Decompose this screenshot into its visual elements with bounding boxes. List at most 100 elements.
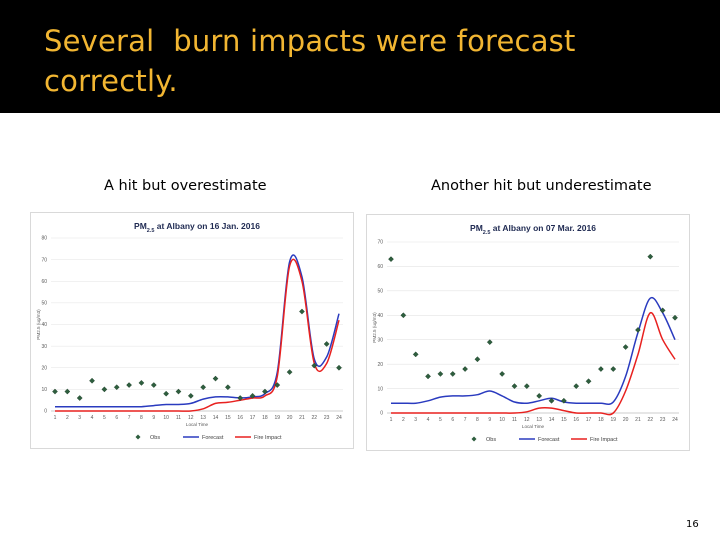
- x-tick-label: 9: [488, 417, 491, 423]
- obs-point: [425, 373, 431, 380]
- chart-svg-left: PM2.5 at Albany on 16 Jan. 2016 0 10 20 30 40…: [36, 221, 343, 441]
- y-tick-label: 50: [41, 301, 47, 307]
- obs-point: [76, 395, 83, 401]
- obs-point: [200, 384, 207, 391]
- y-tick-label: 0: [380, 411, 383, 417]
- y-tick-label: 30: [377, 337, 383, 343]
- x-tick-label: 24: [336, 415, 342, 421]
- slide-title-line-1: Several burn impacts were forecast: [44, 24, 576, 58]
- legend-label: Forecast: [202, 435, 224, 441]
- obs-point: [536, 393, 543, 399]
- obs-point: [113, 384, 120, 391]
- x-tick-label: 20: [623, 417, 629, 423]
- obs-point: [89, 377, 95, 384]
- x-tick-label: 4: [427, 417, 430, 423]
- x-tick-label: 16: [573, 417, 579, 423]
- obs-point: [523, 383, 530, 390]
- obs-point: [323, 341, 330, 347]
- obs-point: [659, 307, 666, 314]
- x-tick-label: 13: [200, 415, 206, 421]
- slide-title: Several burn impacts were forecast corre…: [44, 21, 576, 101]
- obs-point: [560, 397, 567, 404]
- obs-point: [672, 314, 678, 321]
- x-tick-label: 20: [287, 415, 293, 421]
- obs-point: [400, 312, 407, 319]
- obs-point: [585, 378, 592, 385]
- x-tick-label: 13: [536, 417, 542, 423]
- x-axis-label: Local Time: [186, 422, 209, 427]
- legend-label: Fire Impact: [590, 437, 618, 443]
- x-tick-label: 11: [512, 417, 517, 423]
- legend-label: Fire Impact: [254, 435, 282, 441]
- obs-point: [126, 382, 132, 388]
- obs-point: [262, 388, 268, 395]
- x-tick-label: 22: [312, 415, 318, 421]
- fire-impact-line: [54, 258, 340, 412]
- obs-point: [163, 390, 170, 397]
- obs-point: [138, 380, 145, 386]
- x-tick-label: 11: [176, 415, 181, 421]
- x-tick-label: 18: [262, 415, 268, 421]
- x-tick-label: 19: [274, 415, 280, 421]
- forecast-line: [55, 254, 340, 408]
- x-tick-label: 23: [660, 417, 666, 423]
- y-tick-label: 70: [377, 240, 383, 246]
- y-tick-label: 40: [377, 313, 383, 319]
- x-tick-label: 6: [115, 415, 118, 421]
- obs-point: [499, 371, 506, 377]
- y-tick-label: 30: [41, 344, 47, 350]
- obs-point: [511, 383, 518, 390]
- y-tick-label: 10: [377, 386, 383, 392]
- y-tick-label: 20: [41, 365, 47, 371]
- x-tick-label: 3: [78, 415, 81, 421]
- fire-impact-line: [390, 312, 676, 416]
- page-number: 16: [686, 519, 699, 530]
- obs-point: [647, 253, 654, 260]
- y-tick-label: 60: [377, 264, 383, 270]
- x-tick-label: 3: [414, 417, 417, 423]
- y-tick-label: 60: [41, 279, 47, 285]
- slide-title-line-2: correctly.: [44, 64, 178, 98]
- x-tick-label: 4: [91, 415, 94, 421]
- x-tick-label: 24: [672, 417, 678, 423]
- legend-obs-marker: [471, 436, 477, 442]
- x-tick-label: 21: [635, 417, 641, 423]
- obs-point: [237, 395, 244, 401]
- chart-title: PM2.5 at Albany on 16 Jan. 2016: [134, 221, 260, 234]
- caption-right: Another hit but underestimate: [431, 178, 652, 194]
- y-tick-label: 10: [41, 387, 47, 393]
- legend-label: Forecast: [538, 437, 560, 443]
- y-tick-label: 0: [44, 409, 47, 415]
- title-bar: Several burn impacts were forecast corre…: [0, 0, 720, 113]
- obs-point: [286, 369, 293, 375]
- legend-label: Obs: [150, 435, 160, 441]
- x-tick-label: 17: [250, 415, 256, 421]
- x-tick-label: 8: [476, 417, 479, 423]
- legend-obs-marker: [135, 434, 141, 440]
- x-tick-label: 18: [598, 417, 604, 423]
- obs-point: [150, 382, 157, 388]
- obs-point: [101, 386, 108, 393]
- y-tick-label: 40: [41, 322, 47, 328]
- obs-point: [311, 362, 318, 369]
- x-tick-label: 19: [610, 417, 616, 423]
- obs-point: [610, 366, 617, 372]
- x-tick-label: 8: [140, 415, 143, 421]
- obs-point: [224, 384, 231, 391]
- forecast-line: [391, 296, 676, 406]
- obs-point: [622, 344, 629, 350]
- x-tick-label: 5: [103, 415, 106, 421]
- obs-point: [336, 364, 342, 371]
- obs-point: [437, 371, 444, 377]
- y-axis-label: PM2.5 (ug/m3): [372, 312, 377, 343]
- y-tick-label: 80: [41, 236, 47, 242]
- x-tick-label: 2: [402, 417, 405, 423]
- y-tick-label: 20: [377, 362, 383, 368]
- x-tick-label: 7: [464, 417, 467, 423]
- x-tick-label: 5: [439, 417, 442, 423]
- obs-point: [249, 392, 256, 399]
- y-tick-label: 70: [41, 257, 47, 263]
- x-tick-label: 23: [324, 415, 330, 421]
- x-tick-label: 14: [549, 417, 555, 423]
- obs-point: [573, 383, 580, 390]
